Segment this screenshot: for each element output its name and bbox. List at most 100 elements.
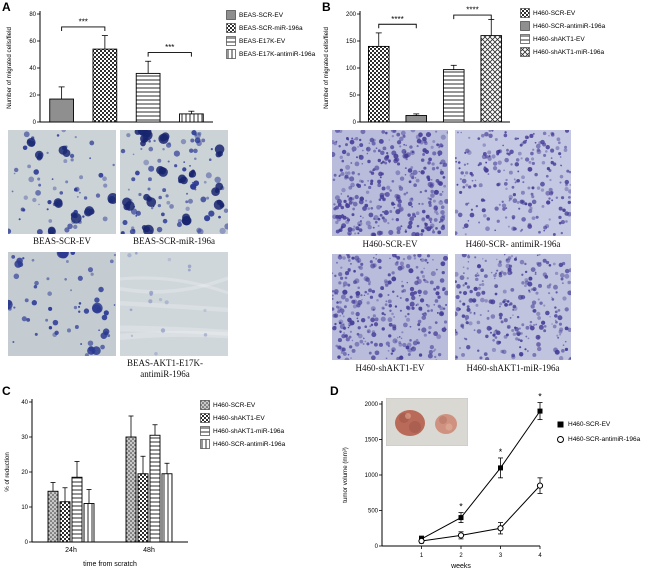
- stained-cell: [342, 323, 345, 326]
- stained-cell: [349, 330, 352, 333]
- stained-cell: [465, 183, 469, 187]
- stained-cell: [455, 330, 459, 336]
- stained-cell: [206, 196, 210, 200]
- stained-cell: [468, 185, 472, 189]
- stained-cell: [537, 298, 540, 301]
- stained-cell: [555, 196, 559, 200]
- stained-cell: [370, 341, 373, 344]
- stained-cell: [335, 130, 340, 133]
- series-line-1: [421, 485, 541, 542]
- stained-cell: [541, 320, 546, 325]
- stained-cell: [415, 178, 420, 183]
- stained-cell: [428, 179, 430, 181]
- stained-cell: [394, 305, 398, 308]
- stained-cell: [414, 280, 419, 286]
- legend-item: H460-SCR-antimiR-196a: [200, 439, 285, 449]
- stained-cell: [499, 316, 502, 320]
- stained-cell: [46, 151, 49, 154]
- stained-cell: [476, 272, 479, 275]
- stained-cell: [461, 314, 466, 318]
- legend-swatch: [226, 10, 236, 20]
- stained-cell-cluster: [92, 304, 101, 313]
- stained-cell: [398, 342, 403, 347]
- stained-cell: [536, 186, 541, 190]
- stained-cell: [366, 292, 370, 296]
- stained-cell: [477, 164, 480, 167]
- stained-cell: [530, 157, 535, 161]
- stained-cell: [442, 307, 446, 310]
- stained-cell: [33, 169, 39, 175]
- stained-cell: [356, 320, 360, 323]
- stained-cell: [103, 183, 108, 188]
- stained-cell: [405, 144, 407, 147]
- stained-cell: [362, 337, 365, 340]
- stained-cell: [194, 157, 197, 161]
- stained-cell: [367, 159, 371, 164]
- stained-cell: [343, 175, 348, 180]
- stained-cell: [548, 197, 551, 200]
- stained-cell: [554, 306, 557, 309]
- stained-cell: [89, 157, 92, 160]
- stained-cell: [494, 206, 499, 211]
- stained-cell-cluster: [54, 199, 63, 209]
- stained-cell: [127, 253, 132, 258]
- stained-cell: [537, 283, 543, 288]
- stained-cell: [365, 220, 371, 226]
- stained-cell: [391, 276, 397, 282]
- stained-cell: [342, 256, 346, 260]
- stained-cell: [441, 144, 444, 147]
- stained-cell: [365, 277, 370, 282]
- stained-cell: [148, 165, 155, 172]
- stained-cell: [407, 213, 411, 217]
- y-tick-label: 150: [346, 39, 357, 45]
- stained-cell: [491, 130, 494, 132]
- stained-cell: [519, 346, 522, 349]
- stained-cell: [545, 224, 550, 229]
- stained-cell: [395, 209, 401, 215]
- stained-cell: [351, 339, 354, 342]
- stained-cell: [379, 205, 383, 208]
- stained-cell-cluster: [47, 227, 56, 234]
- bar-2: [135, 72, 161, 123]
- stained-cell: [522, 181, 525, 184]
- stained-cell: [364, 203, 369, 208]
- stained-cell: [350, 162, 353, 164]
- stained-cell: [345, 219, 350, 225]
- legend-label: BEAS-E17K-EV: [239, 37, 286, 45]
- stained-cell: [393, 153, 399, 159]
- stained-cell: [364, 290, 368, 294]
- y-axis-label: % of reduction: [4, 452, 11, 492]
- stained-cell: [367, 225, 372, 230]
- stained-cell: [524, 270, 528, 274]
- stained-cell-cluster: [134, 130, 142, 135]
- stained-cell: [405, 191, 409, 194]
- stained-cell: [529, 133, 534, 139]
- stained-cell: [535, 215, 539, 219]
- stained-cell: [402, 342, 407, 348]
- stained-cell: [549, 316, 551, 318]
- stained-cell: [411, 231, 417, 236]
- stained-cell: [389, 210, 393, 213]
- y-tick-label: 500: [368, 509, 379, 515]
- stained-cell-cluster: [158, 133, 169, 144]
- stained-cell: [350, 311, 355, 315]
- stained-cell: [501, 200, 504, 203]
- stained-cell: [339, 155, 343, 159]
- stained-cell: [332, 297, 334, 301]
- stained-cell: [438, 181, 443, 186]
- stained-cell: [333, 173, 337, 177]
- stained-cell: [369, 260, 373, 264]
- stained-cell: [348, 270, 351, 272]
- stained-cell: [505, 187, 508, 191]
- stained-cell: [426, 254, 431, 258]
- stained-cell: [339, 330, 342, 333]
- stained-cell: [47, 291, 52, 296]
- stained-cell-cluster: [125, 201, 135, 211]
- stained-cell: [516, 201, 520, 204]
- stained-cell: [59, 191, 64, 195]
- stained-cell: [381, 312, 385, 315]
- stained-cell: [563, 148, 568, 152]
- stained-cell: [338, 321, 342, 325]
- stained-cell: [335, 229, 340, 234]
- stained-cell: [567, 290, 571, 296]
